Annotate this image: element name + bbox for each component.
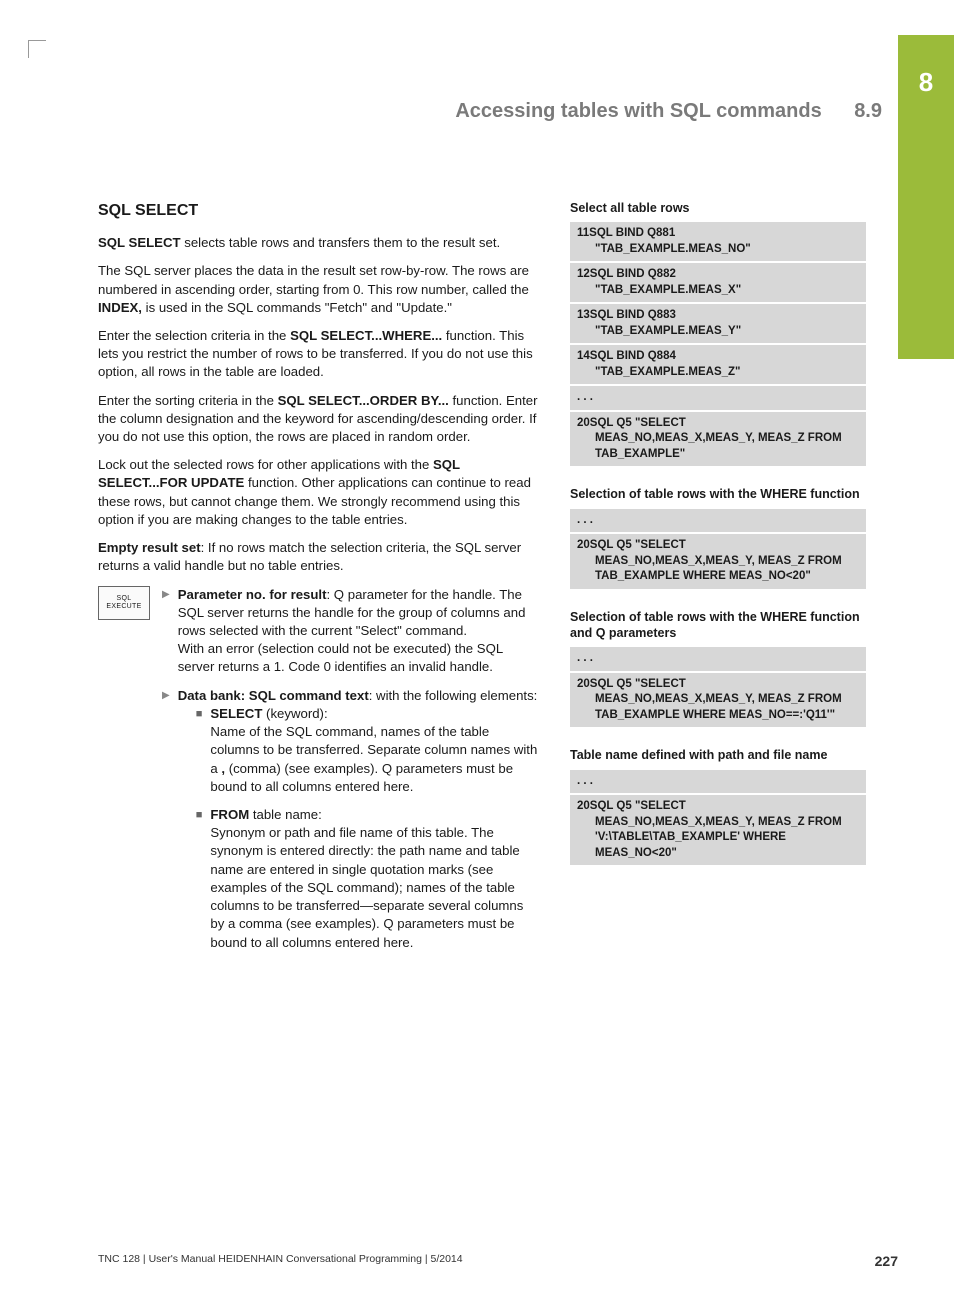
code-title-4: Table name defined with path and file na… <box>570 747 866 763</box>
t: Parameter no. for result <box>178 587 327 602</box>
code-block-2: . . .20SQL Q5 "SELECTMEAS_NO,MEAS_X,MEAS… <box>570 509 866 591</box>
code-row: 13SQL BIND Q883"TAB_EXAMPLE.MEAS_Y" <box>570 304 866 345</box>
t: (keyword): <box>262 706 327 721</box>
code-indent: "TAB_EXAMPLE.MEAS_X" <box>577 283 859 299</box>
crop-mark <box>28 40 46 58</box>
bullet-text: Data bank: SQL command text: with the fo… <box>178 687 538 962</box>
code-row: 20SQL Q5 "SELECTMEAS_NO,MEAS_X,MEAS_Y, M… <box>570 534 866 591</box>
t: Data bank: SQL command text <box>178 688 369 703</box>
bullet-2: ▶ Data bank: SQL command text: with the … <box>162 687 538 962</box>
t: Synonym or path and file name of this ta… <box>210 825 523 949</box>
t: table name: <box>249 807 322 822</box>
code-row: 12SQL BIND Q882"TAB_EXAMPLE.MEAS_X" <box>570 263 866 304</box>
left-column: SQL SELECT SQL SELECT selects table rows… <box>98 200 538 972</box>
t: selects table rows and transfers them to… <box>181 235 501 250</box>
code-row: . . . <box>570 509 866 535</box>
code-title-2: Selection of table rows with the WHERE f… <box>570 486 866 502</box>
para-6: Empty result set: If no rows match the s… <box>98 539 538 575</box>
t: SELECT (keyword): Name of the SQL comman… <box>210 705 538 796</box>
t: SQL SELECT...ORDER BY... <box>278 393 449 408</box>
code-indent: "TAB_EXAMPLE.MEAS_Y" <box>577 324 859 340</box>
t: With an error (selection could not be ex… <box>178 641 503 674</box>
t: is used in the SQL commands "Fetch" and … <box>142 300 452 315</box>
softkey-label: SQL EXECUTE <box>99 595 149 610</box>
code-indent: MEAS_NO,MEAS_X,MEAS_Y, MEAS_Z FROM TAB_E… <box>577 554 859 585</box>
code-title-1: Select all table rows <box>570 200 866 216</box>
page-header: Accessing tables with SQL commands 8.9 <box>455 100 882 123</box>
code-indent: MEAS_NO,MEAS_X,MEAS_Y, MEAS_Z FROM TAB_E… <box>577 431 859 462</box>
code-row: 14SQL BIND Q884"TAB_EXAMPLE.MEAS_Z" <box>570 345 866 386</box>
code-row: . . . <box>570 386 866 412</box>
code-indent: "TAB_EXAMPLE.MEAS_Z" <box>577 365 859 381</box>
t: SQL SELECT...WHERE... <box>290 328 442 343</box>
code-row: 20SQL Q5 "SELECTMEAS_NO,MEAS_X,MEAS_Y, M… <box>570 412 866 469</box>
header-section: 8.9 <box>854 100 882 123</box>
t: (comma) (see examples). Q parameters mus… <box>210 761 513 794</box>
softkey-sql-execute: SQL EXECUTE <box>98 586 150 620</box>
code-row: . . . <box>570 770 866 796</box>
header-title: Accessing tables with SQL commands <box>455 100 821 123</box>
code-block-1: 11SQL BIND Q881"TAB_EXAMPLE.MEAS_NO"12SQ… <box>570 222 866 468</box>
sub-bullet-2: ■ FROM table name: Synonym or path and f… <box>196 806 538 952</box>
sub-bullet-1: ■ SELECT (keyword): Name of the SQL comm… <box>196 705 538 796</box>
para-4: Enter the sorting criteria in the SQL SE… <box>98 392 538 447</box>
bullet-1: ▶ Parameter no. for result: Q parameter … <box>162 586 538 677</box>
chapter-number: 8 <box>898 35 954 98</box>
page-number: 227 <box>875 1253 898 1269</box>
t: Enter the sorting criteria in the <box>98 393 278 408</box>
t: The SQL server places the data in the re… <box>98 263 529 296</box>
t: FROM <box>210 807 249 822</box>
t: SQL SELECT <box>98 235 181 250</box>
code-indent: MEAS_NO,MEAS_X,MEAS_Y, MEAS_Z FROM 'V:\T… <box>577 815 859 862</box>
triangle-icon: ▶ <box>162 687 170 962</box>
bullet-text: Parameter no. for result: Q parameter fo… <box>178 586 538 677</box>
code-title-3: Selection of table rows with the WHERE f… <box>570 609 866 642</box>
softkey-row: SQL EXECUTE ▶ Parameter no. for result: … <box>98 586 538 972</box>
code-row: 20SQL Q5 "SELECTMEAS_NO,MEAS_X,MEAS_Y, M… <box>570 673 866 730</box>
code-block-3: . . .20SQL Q5 "SELECTMEAS_NO,MEAS_X,MEAS… <box>570 647 866 729</box>
section-heading: SQL SELECT <box>98 200 538 222</box>
para-1: SQL SELECT selects table rows and transf… <box>98 234 538 252</box>
para-2: The SQL server places the data in the re… <box>98 262 538 317</box>
para-5: Lock out the selected rows for other app… <box>98 456 538 529</box>
code-row: 20SQL Q5 "SELECTMEAS_NO,MEAS_X,MEAS_Y, M… <box>570 795 866 867</box>
t: INDEX, <box>98 300 142 315</box>
code-row: 11SQL BIND Q881"TAB_EXAMPLE.MEAS_NO" <box>570 222 866 263</box>
code-row: . . . <box>570 647 866 673</box>
t: Empty result set <box>98 540 201 555</box>
t: Lock out the selected rows for other app… <box>98 457 433 472</box>
t: SELECT <box>210 706 262 721</box>
bullet-list: ▶ Parameter no. for result: Q parameter … <box>162 586 538 972</box>
code-indent: "TAB_EXAMPLE.MEAS_NO" <box>577 242 859 258</box>
sub-bullets: ■ SELECT (keyword): Name of the SQL comm… <box>178 705 538 952</box>
triangle-icon: ▶ <box>162 586 170 677</box>
square-icon: ■ <box>196 806 203 952</box>
footer-text: TNC 128 | User's Manual HEIDENHAIN Conve… <box>98 1253 463 1269</box>
t: FROM table name: Synonym or path and fil… <box>210 806 538 952</box>
para-3: Enter the selection criteria in the SQL … <box>98 327 538 382</box>
page-footer: TNC 128 | User's Manual HEIDENHAIN Conve… <box>98 1253 898 1269</box>
right-column: Select all table rows 11SQL BIND Q881"TA… <box>570 200 866 972</box>
t: Enter the selection criteria in the <box>98 328 290 343</box>
chapter-tab: 8 <box>898 35 954 359</box>
code-block-4: . . .20SQL Q5 "SELECTMEAS_NO,MEAS_X,MEAS… <box>570 770 866 868</box>
content-area: SQL SELECT SQL SELECT selects table rows… <box>98 200 898 972</box>
square-icon: ■ <box>196 705 203 796</box>
code-indent: MEAS_NO,MEAS_X,MEAS_Y, MEAS_Z FROM TAB_E… <box>577 692 859 723</box>
t: : with the following elements: <box>369 688 538 703</box>
